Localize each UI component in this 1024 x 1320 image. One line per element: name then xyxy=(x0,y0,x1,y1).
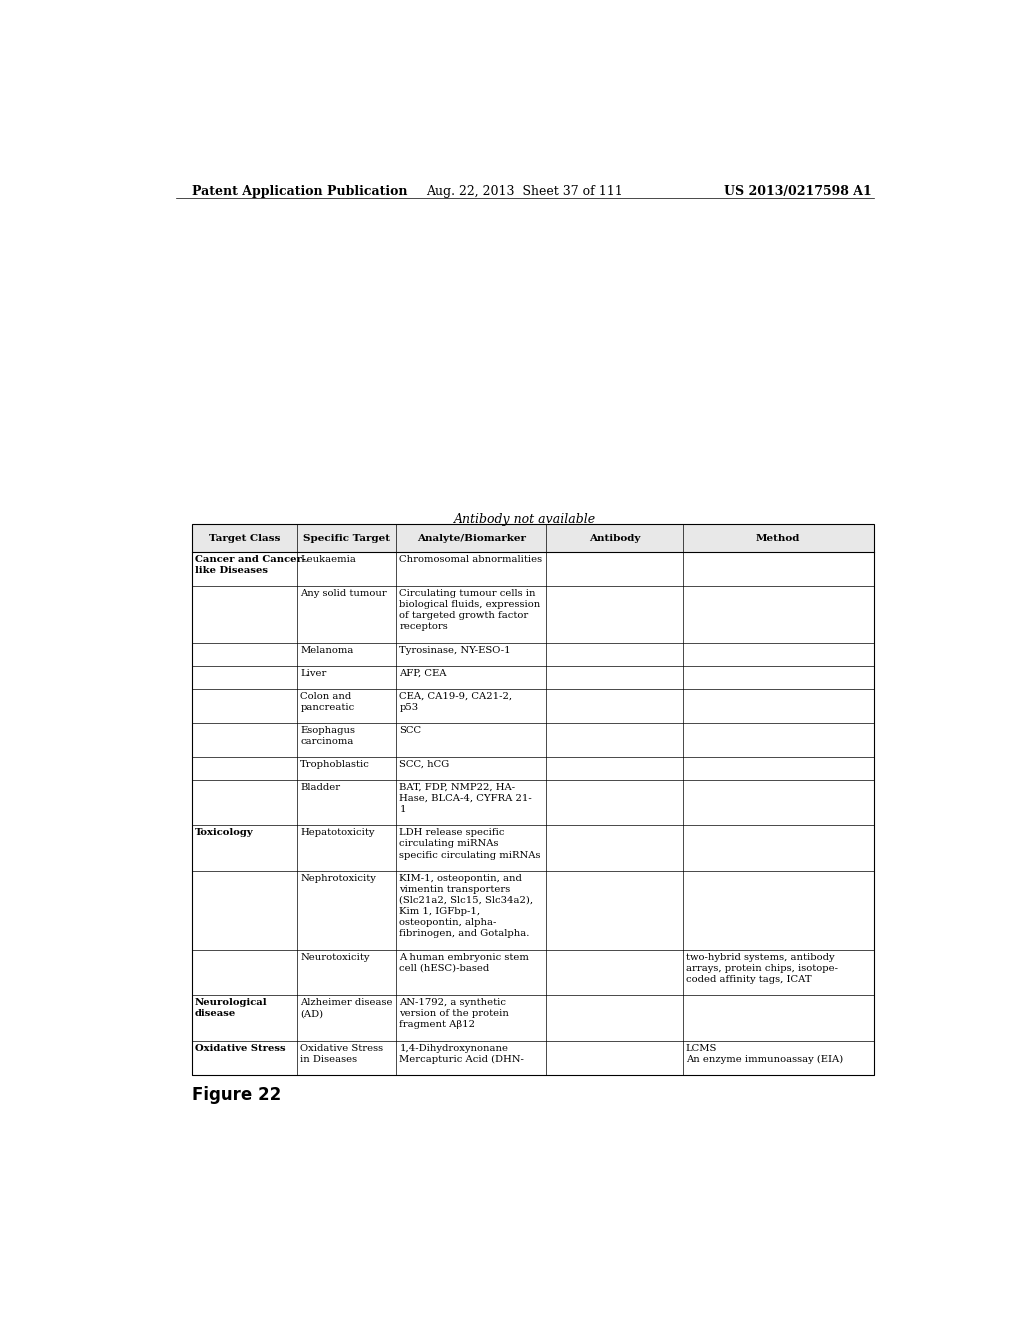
Text: two-hybrid systems, antibody
arrays, protein chips, isotope-
coded affinity tags: two-hybrid systems, antibody arrays, pro… xyxy=(686,953,838,983)
Text: BAT, FDP, NMP22, HA-
Hase, BLCA-4, CYFRA 21-
1: BAT, FDP, NMP22, HA- Hase, BLCA-4, CYFRA… xyxy=(399,783,532,814)
Text: Leukaemia: Leukaemia xyxy=(300,554,356,564)
Text: Method: Method xyxy=(756,533,801,543)
Text: CEA, CA19-9, CA21-2,
p53: CEA, CA19-9, CA21-2, p53 xyxy=(399,692,512,711)
Text: Cancer and Cancer-
like Diseases: Cancer and Cancer- like Diseases xyxy=(195,554,305,576)
Text: AN-1792, a synthetic
version of the protein
fragment Aβ12: AN-1792, a synthetic version of the prot… xyxy=(399,998,509,1030)
Text: Bladder: Bladder xyxy=(300,783,341,792)
Text: Oxidative Stress: Oxidative Stress xyxy=(195,1044,286,1052)
Text: Target Class: Target Class xyxy=(209,533,281,543)
Text: Antibody: Antibody xyxy=(589,533,640,543)
Text: Antibody not available: Antibody not available xyxy=(454,512,596,525)
Text: Patent Application Publication: Patent Application Publication xyxy=(191,185,408,198)
Text: Any solid tumour: Any solid tumour xyxy=(300,589,387,598)
Text: Chromosomal abnormalities: Chromosomal abnormalities xyxy=(399,554,543,564)
Text: US 2013/0217598 A1: US 2013/0217598 A1 xyxy=(724,185,872,198)
Text: Toxicology: Toxicology xyxy=(195,829,253,837)
Text: Circulating tumour cells in
biological fluids, expression
of targeted growth fac: Circulating tumour cells in biological f… xyxy=(399,589,541,631)
Text: A human embryonic stem
cell (hESC)-based: A human embryonic stem cell (hESC)-based xyxy=(399,953,529,973)
Text: AFP, CEA: AFP, CEA xyxy=(399,669,446,677)
Text: Liver: Liver xyxy=(300,669,327,677)
Text: Colon and
pancreatic: Colon and pancreatic xyxy=(300,692,354,711)
Text: Alzheimer disease
(AD): Alzheimer disease (AD) xyxy=(300,998,393,1018)
Text: Nephrotoxicity: Nephrotoxicity xyxy=(300,874,376,883)
Text: SCC: SCC xyxy=(399,726,421,735)
Text: Tyrosinase, NY-ESO-1: Tyrosinase, NY-ESO-1 xyxy=(399,645,511,655)
Text: SCC, hCG: SCC, hCG xyxy=(399,760,450,770)
Text: Oxidative Stress
in Diseases: Oxidative Stress in Diseases xyxy=(300,1044,383,1064)
Text: KIM-1, osteopontin, and
vimentin transporters
(Slc21a2, Slc15, Slc34a2),
Kim 1, : KIM-1, osteopontin, and vimentin transpo… xyxy=(399,874,534,939)
Text: Hepatotoxicity: Hepatotoxicity xyxy=(300,829,375,837)
Text: Neurotoxicity: Neurotoxicity xyxy=(300,953,370,962)
Text: Specific Target: Specific Target xyxy=(303,533,390,543)
Text: Esophagus
carcinoma: Esophagus carcinoma xyxy=(300,726,355,746)
Text: Melanoma: Melanoma xyxy=(300,645,353,655)
Text: Aug. 22, 2013  Sheet 37 of 111: Aug. 22, 2013 Sheet 37 of 111 xyxy=(426,185,624,198)
Bar xyxy=(191,524,873,1074)
Text: Figure 22: Figure 22 xyxy=(191,1086,281,1105)
Text: 1,4-Dihydroxynonane
Mercapturic Acid (DHN-: 1,4-Dihydroxynonane Mercapturic Acid (DH… xyxy=(399,1044,524,1064)
Text: Trophoblastic: Trophoblastic xyxy=(300,760,371,770)
Text: Analyte/Biomarker: Analyte/Biomarker xyxy=(417,533,525,543)
Bar xyxy=(191,524,873,552)
Text: LCMS
An enzyme immunoassay (EIA): LCMS An enzyme immunoassay (EIA) xyxy=(686,1044,843,1064)
Text: Neurological
disease: Neurological disease xyxy=(195,998,267,1018)
Text: LDH release specific
circulating miRNAs
specific circulating miRNAs: LDH release specific circulating miRNAs … xyxy=(399,829,541,859)
